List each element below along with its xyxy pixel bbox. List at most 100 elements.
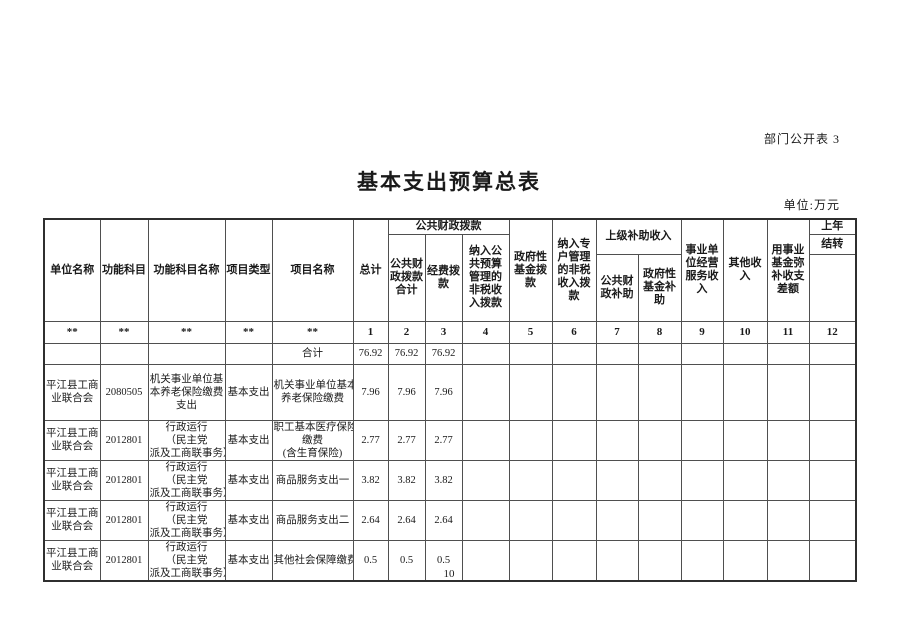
cell bbox=[595, 459, 639, 501]
col-header-public-subsidy: 公共财 政补助 bbox=[595, 253, 639, 322]
cell bbox=[147, 342, 226, 365]
cell: 平江县工商 业联合会 bbox=[43, 499, 101, 541]
cell: 3.82 bbox=[352, 459, 389, 501]
cell bbox=[808, 363, 857, 421]
cell: 基本支出 bbox=[224, 499, 273, 541]
cell: 平江县工商 业联合会 bbox=[43, 363, 101, 421]
page-title: 基本支出预算总表 bbox=[357, 170, 541, 194]
cell bbox=[680, 342, 724, 365]
col-header-gov-fund-subsidy: 政府性 基金补 助 bbox=[637, 253, 682, 322]
cell: 基本支出 bbox=[224, 539, 273, 581]
cell: 商品服务支出二 bbox=[271, 499, 354, 541]
cell bbox=[766, 499, 810, 541]
cell bbox=[461, 459, 510, 501]
cell bbox=[99, 342, 149, 365]
cell bbox=[722, 363, 768, 421]
cell bbox=[637, 459, 682, 501]
col-group-public-finance: 公共财政拨款 bbox=[387, 218, 510, 235]
cell bbox=[766, 459, 810, 501]
cell: 平江县工商 业联合会 bbox=[43, 459, 101, 501]
cell bbox=[508, 459, 553, 501]
table-row: 平江县工商 业联合会 2080505 机关事业单位基 本养老保险缴费 支出 基本… bbox=[43, 363, 857, 421]
numbering-cell: 4 bbox=[461, 320, 510, 344]
cell: 2012801 bbox=[99, 539, 149, 581]
cell: 商品服务支出一 bbox=[271, 459, 354, 501]
col-header-nontax-in-budget: 纳入公 共预算 管理的 非税收 入拨款 bbox=[461, 233, 510, 322]
col-header-business-income: 事业单 位经营 服务收 入 bbox=[680, 218, 724, 322]
col-header-total: 总计 bbox=[352, 218, 389, 322]
col-header-unit-name: 单位名称 bbox=[43, 218, 101, 322]
numbering-cell: 2 bbox=[387, 320, 426, 344]
cell: 2.64 bbox=[424, 499, 463, 541]
cell: 行政运行（民主党 派及工商联事务） bbox=[147, 499, 226, 541]
total-row: 合计 76.92 76.92 76.92 bbox=[43, 342, 857, 365]
table-row: 平江县工商 业联合会 2012801 行政运行（民主党 派及工商联事务） 基本支… bbox=[43, 419, 857, 461]
cell bbox=[508, 499, 553, 541]
cell: 7.96 bbox=[387, 363, 426, 421]
budget-table: 单位名称 功能科目 功能科目名称 项目类型 项目名称 总计 公共财政拨款 政府性… bbox=[43, 218, 857, 582]
numbering-cell: 1 bbox=[352, 320, 389, 344]
cell: 76.92 bbox=[424, 342, 463, 365]
col-header-other-income: 其他收 入 bbox=[722, 218, 768, 322]
cell bbox=[637, 363, 682, 421]
cell bbox=[595, 342, 639, 365]
cell: 3.82 bbox=[424, 459, 463, 501]
cell bbox=[680, 499, 724, 541]
cell bbox=[551, 459, 597, 501]
numbering-cell: ** bbox=[147, 320, 226, 344]
cell: 76.92 bbox=[387, 342, 426, 365]
cell bbox=[595, 363, 639, 421]
cell: 平江县工商 业联合会 bbox=[43, 539, 101, 581]
header-row-top: 单位名称 功能科目 功能科目名称 项目类型 项目名称 总计 公共财政拨款 政府性… bbox=[43, 218, 857, 322]
cell bbox=[508, 419, 553, 461]
cell: 2.64 bbox=[387, 499, 426, 541]
header-carryover-empty-cell bbox=[808, 253, 857, 322]
numbering-cell: 11 bbox=[766, 320, 810, 344]
cell bbox=[680, 459, 724, 501]
cell: 2012801 bbox=[99, 419, 149, 461]
page-number: 10 bbox=[443, 568, 455, 580]
cell: 2.77 bbox=[352, 419, 389, 461]
cell bbox=[808, 419, 857, 461]
cell bbox=[766, 419, 810, 461]
cell: 2012801 bbox=[99, 459, 149, 501]
col-group-superior-subsidy: 上级补助收入 bbox=[595, 218, 682, 255]
cell: 行政运行（民主党 派及工商联事务） bbox=[147, 459, 226, 501]
cell bbox=[224, 342, 273, 365]
cell bbox=[43, 342, 101, 365]
col-header-func-name: 功能科目名称 bbox=[147, 218, 226, 322]
cell: 基本支出 bbox=[224, 459, 273, 501]
cell: 其他社会保障缴费 bbox=[271, 539, 354, 581]
cell bbox=[595, 539, 639, 581]
cell: 基本支出 bbox=[224, 363, 273, 421]
cell bbox=[808, 459, 857, 501]
unit-note: 单位:万元 bbox=[783, 198, 840, 212]
cell bbox=[461, 363, 510, 421]
col-header-public-finance-total: 公共财 政拨款 合计 bbox=[387, 233, 426, 322]
cell: 2012801 bbox=[99, 499, 149, 541]
numbering-cell: ** bbox=[43, 320, 101, 344]
cell bbox=[551, 363, 597, 421]
cell bbox=[508, 342, 553, 365]
cell: 0.5 bbox=[387, 539, 426, 581]
cell bbox=[637, 419, 682, 461]
cell bbox=[808, 499, 857, 541]
cell bbox=[595, 419, 639, 461]
cell: 行政运行（民主党 派及工商联事务） bbox=[147, 539, 226, 581]
cell: 平江县工商 业联合会 bbox=[43, 419, 101, 461]
numbering-cell: ** bbox=[224, 320, 273, 344]
table-row: 平江县工商 业联合会 2012801 行政运行（民主党 派及工商联事务） 基本支… bbox=[43, 459, 857, 501]
cell bbox=[722, 499, 768, 541]
table-row: 平江县工商 业联合会 2012801 行政运行（民主党 派及工商联事务） 基本支… bbox=[43, 499, 857, 541]
cell: 2.77 bbox=[387, 419, 426, 461]
cell bbox=[551, 499, 597, 541]
cell bbox=[722, 539, 768, 581]
cell bbox=[461, 419, 510, 461]
cell bbox=[722, 342, 768, 365]
cell: 职工基本医疗保险 缴费(含生育保险) bbox=[271, 419, 354, 461]
cell bbox=[766, 539, 810, 581]
cell bbox=[766, 363, 810, 421]
cell: 76.92 bbox=[352, 342, 389, 365]
numbering-cell: ** bbox=[271, 320, 354, 344]
numbering-cell: 10 bbox=[722, 320, 768, 344]
